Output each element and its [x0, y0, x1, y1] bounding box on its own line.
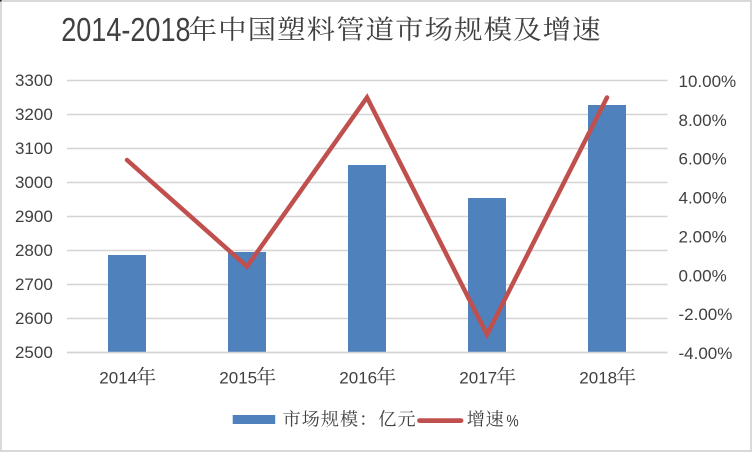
svg-text:2900: 2900	[15, 207, 53, 226]
svg-text:8.00%: 8.00%	[679, 111, 727, 130]
svg-text:6.00%: 6.00%	[679, 150, 727, 169]
svg-text:0.00%: 0.00%	[679, 266, 727, 285]
svg-text:-4.00%: -4.00%	[679, 344, 733, 363]
svg-text:2500: 2500	[15, 343, 53, 362]
svg-text:3000: 3000	[15, 173, 53, 192]
svg-text:2014-2018: 2014-2018	[61, 12, 190, 48]
svg-text:10.00%: 10.00%	[679, 72, 737, 91]
svg-text:-2.00%: -2.00%	[679, 305, 733, 324]
svg-text:%: %	[507, 412, 519, 430]
svg-text:2700: 2700	[15, 275, 53, 294]
svg-text:3300: 3300	[15, 71, 53, 90]
svg-text:3200: 3200	[15, 105, 53, 124]
svg-text:2017: 2017	[459, 369, 497, 388]
svg-text:4.00%: 4.00%	[679, 189, 727, 208]
svg-text:2800: 2800	[15, 241, 53, 260]
svg-text:2016: 2016	[339, 369, 377, 388]
svg-text:2015: 2015	[219, 369, 257, 388]
svg-text:2014: 2014	[99, 369, 137, 388]
svg-text:3100: 3100	[15, 139, 53, 158]
svg-text:2.00%: 2.00%	[679, 227, 727, 246]
svg-text:2018: 2018	[579, 369, 617, 388]
svg-text:2600: 2600	[15, 309, 53, 328]
